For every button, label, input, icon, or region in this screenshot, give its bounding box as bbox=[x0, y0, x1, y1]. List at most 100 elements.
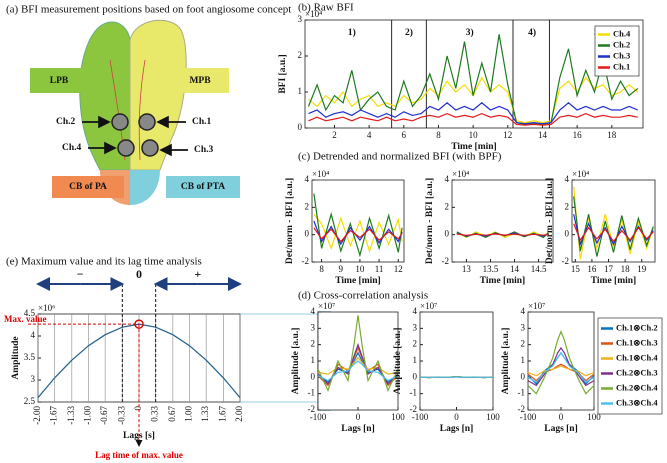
x-tick-label: 14 bbox=[538, 130, 548, 140]
heel-medial bbox=[130, 170, 160, 205]
y-tick-label: 3 bbox=[31, 374, 36, 384]
plot-frame bbox=[451, 179, 554, 263]
x-tick-label: 14 bbox=[510, 264, 520, 274]
segment-label: 3) bbox=[466, 27, 474, 38]
x-tick-label: 0 bbox=[356, 412, 361, 422]
y-tick-label: 4 bbox=[565, 174, 570, 184]
probe-label: Ch.4 bbox=[62, 143, 82, 153]
series-line bbox=[527, 351, 595, 383]
legend-label: Ch.2⊗Ch.3 bbox=[616, 367, 658, 377]
y-tick-label: -1 bbox=[518, 388, 526, 398]
y-exponent: ×10⁶ bbox=[38, 303, 55, 313]
x-tick-label: 16 bbox=[573, 130, 583, 140]
x-tick-label: 100 bbox=[486, 412, 500, 422]
y-exponent: ×10⁴ bbox=[305, 9, 322, 19]
series-line bbox=[317, 360, 399, 382]
zoom-guide bbox=[240, 313, 318, 403]
x-tick-label: 0 bbox=[559, 412, 564, 422]
y-tick-label: 0 bbox=[445, 229, 450, 239]
x-tick-label: -2.00 bbox=[32, 406, 42, 425]
probe bbox=[117, 139, 135, 157]
y-tick-label: 2 bbox=[311, 339, 316, 349]
plot-frame bbox=[527, 311, 595, 411]
y-tick-label: 2.5 bbox=[24, 396, 36, 406]
x-tick-label: 13 bbox=[462, 264, 472, 274]
x-tick-label: 4 bbox=[367, 130, 372, 140]
y-tick-label: 3 bbox=[298, 14, 303, 24]
region-label: CB of PA bbox=[69, 182, 107, 192]
series-line bbox=[317, 342, 399, 385]
region-label: + bbox=[194, 267, 201, 281]
y-tick-label: 2 bbox=[521, 339, 526, 349]
x-tick-label: 13.5 bbox=[483, 264, 499, 274]
x-tick-label: -1.00 bbox=[83, 406, 93, 425]
series-line bbox=[317, 315, 399, 392]
series-line bbox=[456, 233, 549, 236]
y-tick-label: 3 bbox=[413, 322, 418, 332]
panel-title: (e) Maximum value and its lag time analy… bbox=[6, 256, 202, 268]
y-tick-label: -2 bbox=[442, 256, 450, 266]
x-tick-label: 16 bbox=[587, 264, 597, 274]
x-axis-label: Lags [n] bbox=[341, 424, 375, 434]
y-tick-label: -2 bbox=[562, 256, 570, 266]
y-exponent: ×10⁷ bbox=[420, 301, 437, 311]
x-tick-label: 18 bbox=[607, 130, 617, 140]
region-label: CB of PTA bbox=[181, 182, 225, 192]
legend-label: Ch.3 bbox=[613, 50, 630, 60]
y-tick-label: 4 bbox=[445, 174, 450, 184]
x-axis-label: Lags [n] bbox=[440, 424, 474, 434]
probe bbox=[141, 139, 159, 157]
y-tick-label: 1 bbox=[521, 355, 526, 365]
y-tick-label: 3.5 bbox=[24, 352, 36, 362]
probe bbox=[138, 113, 156, 131]
x-tick-label: 19 bbox=[637, 264, 647, 274]
x-tick-label: 8 bbox=[436, 130, 441, 140]
y-tick-label: 0 bbox=[521, 371, 526, 381]
series-line bbox=[456, 231, 549, 239]
series-line bbox=[313, 193, 403, 258]
y-tick-label: 4 bbox=[413, 306, 418, 316]
series-line bbox=[573, 196, 654, 257]
region-label: 0 bbox=[136, 267, 142, 281]
y-exponent: ×10⁷ bbox=[528, 301, 545, 311]
y-tick-label: 3 bbox=[521, 322, 526, 332]
y-tick-label: 4 bbox=[31, 330, 36, 340]
y-tick-label: 0 bbox=[298, 122, 303, 132]
y-axis-label: Amplitude [a.u.] bbox=[501, 328, 511, 395]
x-tick-label: 8 bbox=[319, 264, 324, 274]
y-axis-label: Det/norm - BFI [a.u.] bbox=[545, 178, 555, 264]
x-axis-label: Time [min] bbox=[480, 276, 525, 286]
y-tick-label: 2 bbox=[305, 201, 310, 211]
y-tick-label: -2 bbox=[302, 256, 310, 266]
x-tick-label: -0.67 bbox=[99, 406, 109, 425]
series-line bbox=[308, 112, 638, 126]
x-tick-label: 14.5 bbox=[531, 264, 547, 274]
x-tick-label: 1.33 bbox=[200, 406, 210, 422]
x-tick-label: 100 bbox=[587, 412, 601, 422]
x-tick-label: 1.67 bbox=[217, 406, 227, 422]
y-tick-label: -2 bbox=[518, 404, 526, 414]
y-tick-label: 4 bbox=[305, 174, 310, 184]
y-tick-label: 4.5 bbox=[24, 308, 36, 318]
lateral-region bbox=[79, 21, 131, 171]
y-tick-label: -2 bbox=[410, 404, 418, 414]
x-tick-label: 2.00 bbox=[234, 406, 244, 422]
y-axis-label: Amplitude [a.u.] bbox=[291, 328, 301, 395]
x-tick-label: 2 bbox=[332, 130, 337, 140]
lpb-box bbox=[30, 68, 88, 93]
x-tick-label: 9 bbox=[339, 264, 344, 274]
foot-diagram: (a) BFI measurement positions based on f… bbox=[6, 4, 291, 205]
y-tick-label: 0 bbox=[565, 229, 570, 239]
y-tick-label: -1 bbox=[308, 388, 316, 398]
x-tick-label: 10 bbox=[355, 264, 365, 274]
x-tick-label: -0.33 bbox=[116, 406, 126, 425]
x-tick-label: 10 bbox=[469, 130, 479, 140]
segment-label: 1) bbox=[348, 27, 356, 38]
y-axis-label: BFI [a.u.] bbox=[278, 54, 288, 93]
y-tick-label: 3 bbox=[311, 322, 316, 332]
region-label: MPB bbox=[189, 76, 211, 86]
x-tick-label: 12 bbox=[394, 264, 403, 274]
region-label: − bbox=[77, 267, 84, 281]
series-line bbox=[527, 329, 595, 395]
